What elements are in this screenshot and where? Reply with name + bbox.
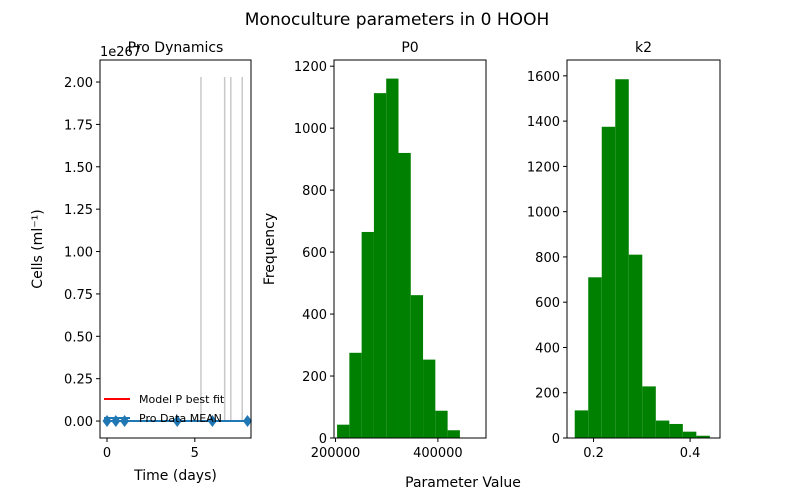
histogram-bar — [574, 410, 589, 438]
figure-title: Monoculture parameters in 0 HOOH — [245, 10, 549, 30]
x-tick-label: 5 — [191, 446, 199, 461]
legend-label: Pro Data MEAN — [139, 412, 222, 425]
histogram-bar — [435, 410, 448, 438]
x-tick-label: 0.4 — [680, 446, 701, 461]
y-tick-label: 800 — [535, 251, 560, 266]
histogram-bar — [361, 231, 374, 438]
y-axis-label: Frequency — [262, 213, 278, 285]
y-tick-label: 1400 — [527, 115, 560, 130]
data-point-marker — [242, 415, 252, 428]
y-tick-label: 1200 — [527, 160, 560, 175]
histogram-bar — [398, 152, 411, 439]
y-tick-label: 1200 — [294, 60, 327, 75]
x-tick-label: 0 — [103, 446, 111, 461]
y-tick-label: 0.25 — [64, 373, 93, 388]
legend: Model P best fit Pro Data MEAN — [104, 393, 225, 425]
axes-frame — [99, 59, 252, 439]
histogram-bar — [386, 78, 399, 439]
y-offset-label: 1e267 — [100, 45, 141, 60]
subplot-title: k2 — [635, 40, 652, 56]
data-point-marker — [172, 415, 182, 428]
y-tick-label: 1.25 — [64, 203, 93, 218]
y-tick-label: 1000 — [294, 122, 327, 137]
y-tick-label: 1.50 — [64, 161, 93, 176]
histogram-bar — [349, 352, 362, 438]
y-axis-label: Cells (ml⁻¹) — [30, 209, 46, 288]
y-tick-label: 600 — [302, 246, 327, 261]
x-tick-label: 0.2 — [583, 446, 604, 461]
figure-xlabel: Parameter Value — [405, 475, 521, 491]
x-axis-label: Time (days) — [133, 468, 217, 484]
axes-frame — [566, 59, 721, 439]
histogram-bar — [669, 423, 683, 438]
y-tick-label: 800 — [302, 184, 327, 199]
data-point-marker — [102, 415, 112, 428]
histogram-bar — [601, 126, 616, 438]
y-tick-label: 1000 — [527, 206, 560, 221]
subplot-2: k2 0.2 0.4 0 200 400 600 800 1000 1200 1400 1600 — [527, 40, 721, 461]
subplot-1: P0 200000 400000 0 200 400 600 800 1000 1200 Frequ… — [262, 40, 487, 461]
y-tick-label: 2.00 — [64, 76, 93, 91]
histogram-bar — [373, 93, 387, 438]
axes-frame — [333, 59, 487, 439]
y-tick-label: 1600 — [527, 70, 560, 85]
y-tick-label: 0.75 — [64, 288, 93, 303]
subplot-title: Pro Dynamics — [128, 40, 224, 56]
y-tick-label: 0 — [319, 432, 327, 447]
y-tick-label: 1.75 — [64, 118, 93, 133]
y-tick-label: 400 — [535, 341, 560, 356]
subplot-title: P0 — [401, 40, 418, 56]
histogram-bar — [337, 424, 350, 438]
histogram-bar — [642, 386, 656, 438]
legend-label: Model P best fit — [139, 393, 225, 406]
y-tick-label: 0.50 — [64, 330, 93, 345]
data-point-marker — [120, 415, 130, 428]
histogram-bar — [447, 430, 460, 438]
y-tick-label: 0.00 — [64, 415, 93, 430]
y-tick-label: 1.00 — [64, 246, 93, 261]
data-point-marker — [111, 415, 121, 428]
histogram-bar — [423, 359, 436, 438]
y-tick-label: 0 — [552, 432, 560, 447]
histogram-bar — [588, 277, 602, 438]
histogram-bar — [682, 431, 697, 438]
histogram-bar — [410, 295, 424, 438]
data-point-marker — [207, 415, 217, 428]
y-tick-label: 200 — [535, 387, 560, 402]
histogram-bar — [655, 420, 670, 438]
y-tick-label: 600 — [535, 296, 560, 311]
x-tick-label: 400000 — [413, 446, 463, 461]
y-tick-label: 200 — [302, 370, 327, 385]
y-tick-label: 400 — [302, 308, 327, 323]
x-tick-label: 200000 — [311, 446, 361, 461]
histogram-bar — [628, 254, 643, 438]
histogram-bar — [615, 79, 629, 439]
histogram-bar — [696, 435, 710, 438]
